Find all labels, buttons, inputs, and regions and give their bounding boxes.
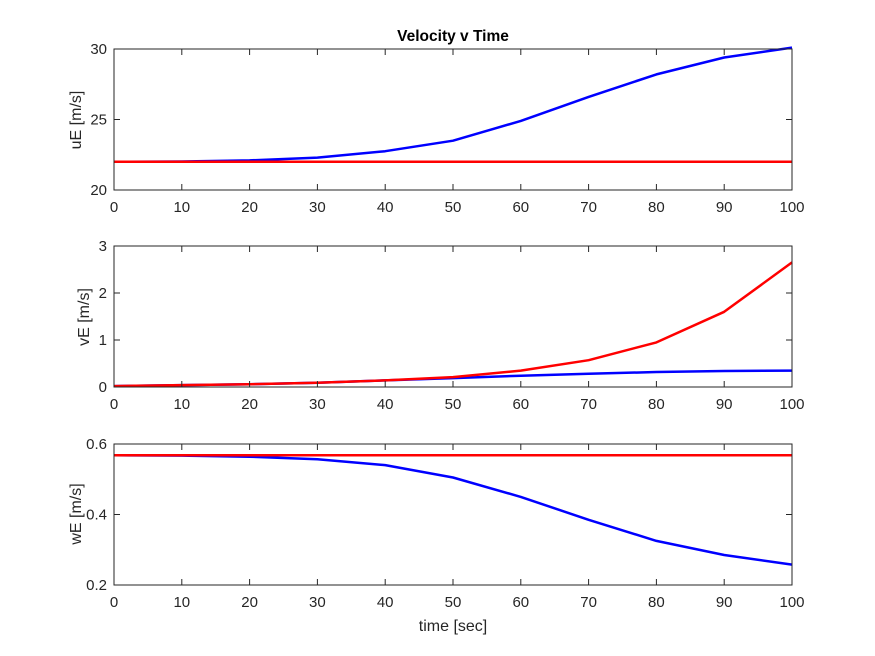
- y-tick-label: 20: [90, 182, 107, 199]
- x-tick-label: 80: [648, 594, 665, 611]
- y-axis-label: wE [m/s]: [68, 483, 85, 545]
- x-tick-label: 70: [580, 199, 597, 216]
- x-tick-label: 80: [648, 396, 665, 413]
- x-tick-label: 60: [512, 199, 529, 216]
- subplot-ve: vE [m/s] 0 10 20 30 40 50 60 70 80 90 100 0 1 2 3: [76, 238, 805, 413]
- x-tick-label: 40: [377, 594, 394, 611]
- y-tick-label: 0.4: [86, 507, 107, 524]
- x-tick-label: 10: [173, 594, 190, 611]
- y-tick-label: 25: [90, 112, 107, 129]
- subplot-ue: Velocity v Time uE [m/s] 0 10 20 30 40 50 60 70…: [68, 28, 805, 216]
- x-tick-label: 30: [309, 396, 326, 413]
- x-tick-label: 80: [648, 199, 665, 216]
- x-tick-label: 0: [110, 396, 118, 413]
- x-tick-label: 50: [445, 199, 462, 216]
- y-tick-label: 0: [99, 379, 107, 396]
- x-tick-label: 50: [445, 594, 462, 611]
- y-tick-label: 30: [90, 41, 107, 58]
- series-line-2: [113, 261, 793, 388]
- y-tick-label: 0.2: [86, 577, 107, 594]
- x-tick-label: 60: [512, 396, 529, 413]
- x-tick-label: 40: [377, 199, 394, 216]
- x-tick-label: 100: [779, 199, 804, 216]
- x-tick-label: 20: [241, 396, 258, 413]
- x-tick-label: 60: [512, 594, 529, 611]
- x-tick-label: 20: [241, 199, 258, 216]
- chart-title: Velocity v Time: [397, 28, 509, 45]
- x-tick-label: 10: [173, 199, 190, 216]
- x-tick-label: 70: [580, 396, 597, 413]
- x-tick-label: 30: [309, 594, 326, 611]
- x-tick-label: 90: [716, 199, 733, 216]
- y-tick-label: 1: [99, 332, 107, 349]
- x-tick-label: 30: [309, 199, 326, 216]
- x-tick-label: 40: [377, 396, 394, 413]
- x-tick-label: 0: [110, 594, 118, 611]
- y-tick-label: 3: [99, 238, 107, 255]
- x-tick-label: 90: [716, 396, 733, 413]
- y-tick-label: 2: [99, 285, 107, 302]
- subplot-we: wE [m/s] time [sec] 0 10 20 30 40 50 60 70 80 90 1…: [68, 436, 805, 635]
- y-axis-label: uE [m/s]: [68, 91, 85, 150]
- y-axis-label: vE [m/s]: [76, 288, 93, 346]
- x-tick-label: 90: [716, 594, 733, 611]
- x-tick-label: 0: [110, 199, 118, 216]
- x-tick-label: 50: [445, 396, 462, 413]
- x-tick-label: 10: [173, 396, 190, 413]
- x-tick-label: 100: [779, 594, 804, 611]
- x-tick-label: 70: [580, 594, 597, 611]
- y-tick-label: 0.6: [86, 436, 107, 453]
- x-tick-label: 100: [779, 396, 804, 413]
- x-tick-label: 20: [241, 594, 258, 611]
- x-axis-label: time [sec]: [419, 618, 487, 635]
